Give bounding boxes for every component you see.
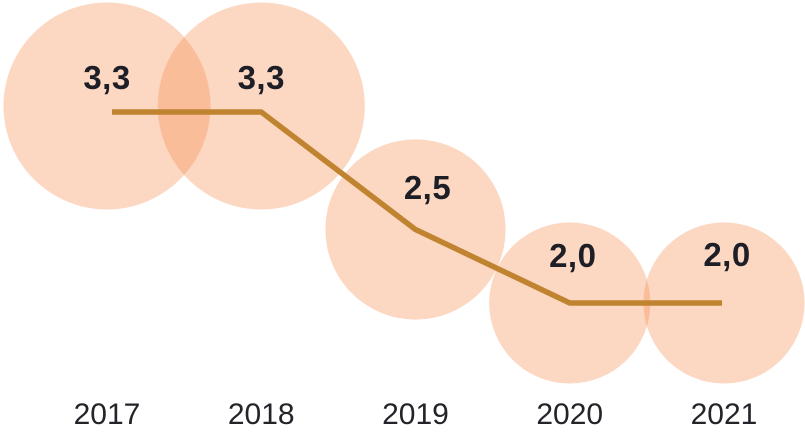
- bubble-2018: [157, 2, 365, 210]
- value-label-4: 2,0: [703, 235, 751, 273]
- x-tick-label-2: 2019: [382, 398, 449, 431]
- bubble-2021: [643, 222, 805, 384]
- x-tick-label-1: 2018: [227, 398, 295, 431]
- x-tick-label-4: 2021: [690, 398, 758, 431]
- value-label-0: 3,3: [83, 59, 131, 96]
- x-tick-label-0: 2017: [73, 398, 141, 431]
- value-label-1: 3,3: [237, 59, 285, 96]
- value-label-3: 2,0: [549, 236, 597, 274]
- value-label-2: 2,5: [403, 168, 452, 206]
- bubble-2017: [3, 2, 211, 210]
- x-tick-label-3: 2020: [536, 398, 604, 431]
- trend-line: [112, 109, 722, 306]
